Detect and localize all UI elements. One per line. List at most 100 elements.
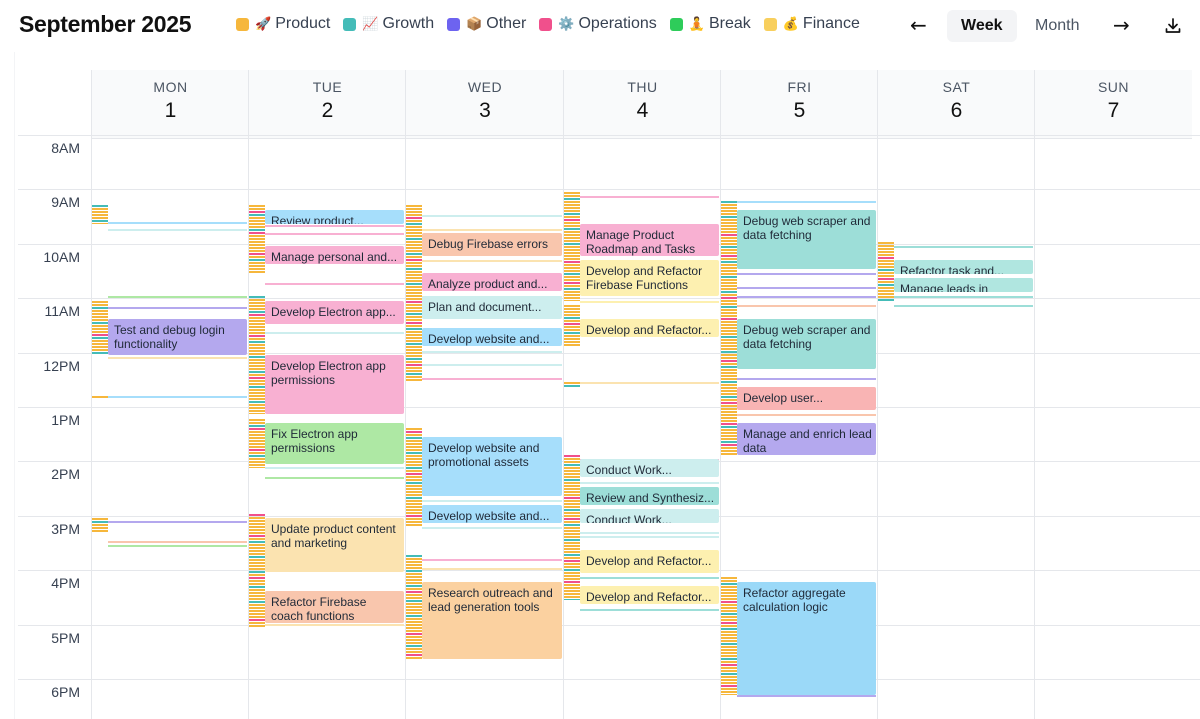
event-sliver[interactable] [108, 229, 247, 231]
day-header-mon[interactable]: MON 1 [91, 70, 249, 139]
calendar-event[interactable]: Develop website and... [422, 505, 562, 523]
event-sliver[interactable] [422, 568, 562, 570]
calendar-event[interactable]: Manage personal and... [265, 246, 404, 264]
event-sliver[interactable] [422, 378, 562, 380]
event-sliver[interactable] [422, 215, 562, 217]
event-sliver[interactable] [737, 378, 876, 380]
calendar-event[interactable]: Manage leads in Lemlist [894, 278, 1033, 292]
event-sliver[interactable] [108, 222, 247, 224]
event-sliver[interactable] [580, 609, 719, 611]
event-sliver[interactable] [737, 201, 876, 203]
event-sliver[interactable] [265, 283, 404, 285]
calendar-event[interactable]: Research outreach and lead generation to… [422, 582, 562, 659]
event-sliver[interactable] [894, 305, 1033, 307]
calendar-event[interactable]: Review and Synthesiz... [580, 487, 719, 505]
calendar-event[interactable]: Develop Electron app permissions [265, 355, 404, 414]
event-sliver[interactable] [265, 233, 404, 235]
category-stripe [564, 533, 580, 535]
event-sliver[interactable] [580, 382, 719, 384]
event-sliver[interactable] [108, 545, 247, 547]
calendar-event[interactable]: Conduct Work... [580, 509, 719, 523]
calendar-event[interactable]: Debug web scraper and data fetching [737, 210, 876, 269]
legend-item-other[interactable]: 📦 Other [447, 15, 526, 33]
legend-item-product[interactable]: 🚀 Product [236, 15, 330, 33]
event-sliver[interactable] [894, 296, 1033, 298]
event-sliver[interactable] [422, 260, 562, 262]
calendar-event[interactable]: Test and debug login functionality [108, 319, 247, 355]
category-stripe [249, 241, 265, 243]
event-sliver[interactable] [580, 536, 719, 538]
event-sliver[interactable] [108, 521, 247, 523]
event-sliver[interactable] [108, 307, 247, 309]
legend-item-finance[interactable]: 💰 Finance [763, 15, 860, 33]
hour-label: 6PM [51, 684, 80, 700]
event-sliver[interactable] [265, 332, 404, 334]
calendar-event[interactable]: Debug web scraper and data fetching [737, 319, 876, 369]
calendar-event[interactable]: Develop user... [737, 387, 876, 410]
calendar-event[interactable]: Review product... [265, 210, 404, 224]
event-sliver[interactable] [894, 246, 1033, 248]
event-sliver[interactable] [422, 229, 562, 231]
calendar-event[interactable]: Develop website and... [422, 328, 562, 346]
calendar-event[interactable]: Manage and enrich lead data [737, 423, 876, 455]
previous-week-button[interactable]: ← [910, 13, 927, 37]
calendar-event[interactable]: Debug Firebase errors [422, 233, 562, 256]
next-week-button[interactable]: → [1113, 13, 1130, 37]
download-icon[interactable] [1163, 16, 1183, 36]
category-stripe [92, 328, 108, 330]
event-sliver[interactable] [422, 559, 562, 561]
event-sliver[interactable] [580, 577, 719, 579]
event-sliver[interactable] [108, 296, 247, 298]
day-header-thu[interactable]: THU 4 [563, 70, 721, 139]
category-stripe [564, 285, 580, 287]
event-sliver[interactable] [580, 196, 719, 198]
event-sliver[interactable] [265, 624, 404, 626]
event-sliver[interactable] [422, 527, 562, 529]
legend-item-operations[interactable]: ⚙️ Operations [539, 15, 657, 33]
calendar-event[interactable]: Develop and Refactor... [580, 586, 719, 604]
month-view-button[interactable]: Month [1035, 17, 1080, 34]
event-sliver[interactable] [422, 364, 562, 366]
calendar-event[interactable]: Develop and Refactor... [580, 319, 719, 337]
day-header-fri[interactable]: FRI 5 [720, 70, 878, 139]
calendar-event[interactable]: Develop and Refactor Firebase Functions [580, 260, 719, 296]
event-sliver[interactable] [265, 467, 404, 469]
calendar-event[interactable]: Update product content and marketing [265, 518, 404, 572]
day-header-sat[interactable]: SAT 6 [877, 70, 1035, 139]
event-sliver[interactable] [580, 301, 719, 303]
event-sliver[interactable] [737, 695, 876, 697]
event-sliver[interactable] [580, 482, 719, 484]
calendar-event[interactable]: Develop website and promotional assets [422, 437, 562, 496]
event-sliver[interactable] [265, 477, 404, 479]
legend-item-growth[interactable]: 📈 Growth [343, 15, 434, 33]
event-sliver[interactable] [580, 532, 719, 534]
event-sliver[interactable] [108, 396, 247, 398]
event-sliver[interactable] [737, 414, 876, 416]
calendar-event[interactable]: Conduct Work... [580, 459, 719, 477]
event-sliver[interactable] [737, 305, 876, 307]
calendar-event[interactable]: Develop Electron app... [265, 301, 404, 324]
event-sliver[interactable] [422, 351, 562, 353]
event-sliver[interactable] [737, 287, 876, 289]
event-sliver[interactable] [737, 273, 876, 275]
event-sliver[interactable] [108, 541, 247, 543]
category-stripe [92, 352, 108, 354]
event-sliver[interactable] [422, 500, 562, 502]
event-sliver[interactable] [737, 296, 876, 298]
event-sliver[interactable] [108, 357, 247, 359]
calendar-event[interactable]: Refactor Firebase coach functions [265, 591, 404, 623]
week-view-button[interactable]: Week [947, 10, 1017, 42]
calendar-event[interactable]: Fix Electron app permissions [265, 423, 404, 464]
calendar-event[interactable]: Refactor aggregate calculation logic [737, 582, 876, 695]
legend-item-break[interactable]: 🧘 Break [669, 15, 751, 33]
calendar-event[interactable]: Refactor task and... [894, 260, 1033, 274]
day-header-sun[interactable]: SUN 7 [1034, 70, 1192, 139]
calendar-event[interactable]: Analyze product and... [422, 273, 562, 291]
day-header-tue[interactable]: TUE 2 [248, 70, 406, 139]
calendar-event[interactable]: Develop and Refactor... [580, 550, 719, 573]
category-stripe [721, 336, 737, 338]
event-sliver[interactable] [265, 225, 404, 227]
calendar-event[interactable]: Manage Product Roadmap and Tasks [580, 224, 719, 256]
day-header-wed[interactable]: WED 3 [405, 70, 564, 139]
calendar-event[interactable]: Plan and document... [422, 296, 562, 319]
